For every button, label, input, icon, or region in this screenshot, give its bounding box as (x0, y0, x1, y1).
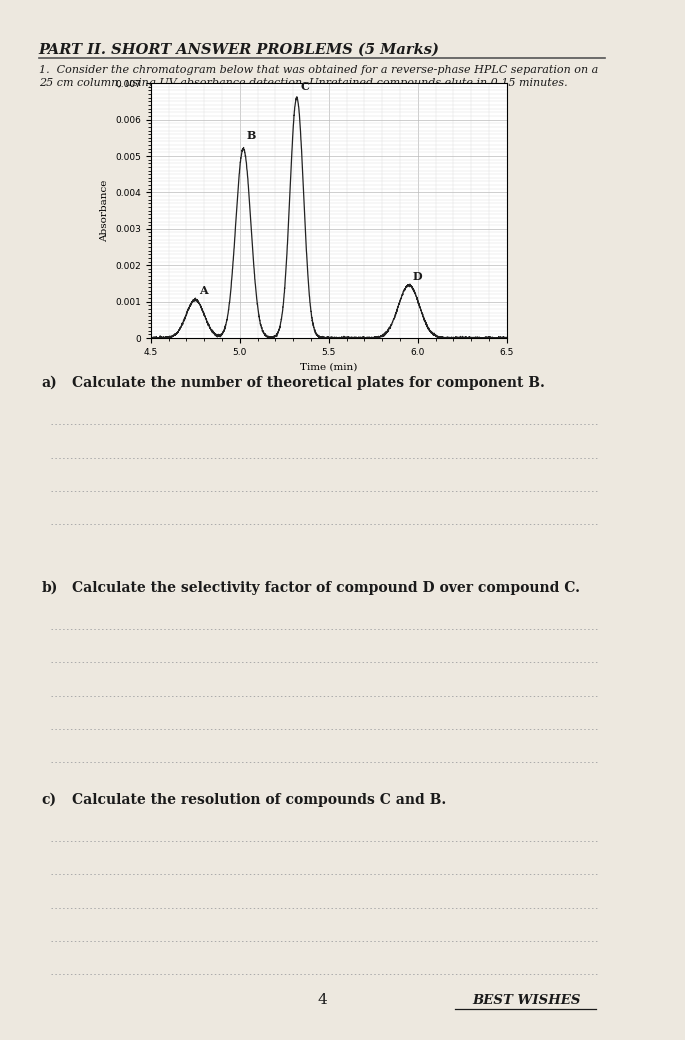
Text: A: A (199, 285, 208, 296)
Text: 25 cm column, using UV absorbance detection. Unretained compounds elute in 0.15 : 25 cm column, using UV absorbance detect… (38, 78, 567, 88)
Text: Calculate the selectivity factor of compound D over compound C.: Calculate the selectivity factor of comp… (72, 580, 580, 595)
X-axis label: Time (min): Time (min) (300, 362, 358, 371)
Text: c): c) (42, 792, 57, 807)
Y-axis label: Absorbance: Absorbance (101, 180, 110, 241)
Text: PART II. SHORT ANSWER PROBLEMS (5 Marks): PART II. SHORT ANSWER PROBLEMS (5 Marks) (38, 43, 440, 57)
Text: 1.  Consider the chromatogram below that was obtained for a reverse-phase HPLC s: 1. Consider the chromatogram below that … (38, 66, 598, 75)
Text: b): b) (42, 580, 58, 595)
Text: Calculate the number of theoretical plates for component B.: Calculate the number of theoretical plat… (72, 375, 545, 390)
Text: Calculate the resolution of compounds C and B.: Calculate the resolution of compounds C … (72, 792, 446, 807)
Text: D: D (412, 270, 422, 282)
Text: 4: 4 (317, 993, 327, 1008)
Text: BEST WISHES: BEST WISHES (473, 994, 581, 1008)
Text: a): a) (42, 375, 58, 390)
Text: C: C (300, 81, 309, 93)
Text: B: B (247, 130, 256, 141)
